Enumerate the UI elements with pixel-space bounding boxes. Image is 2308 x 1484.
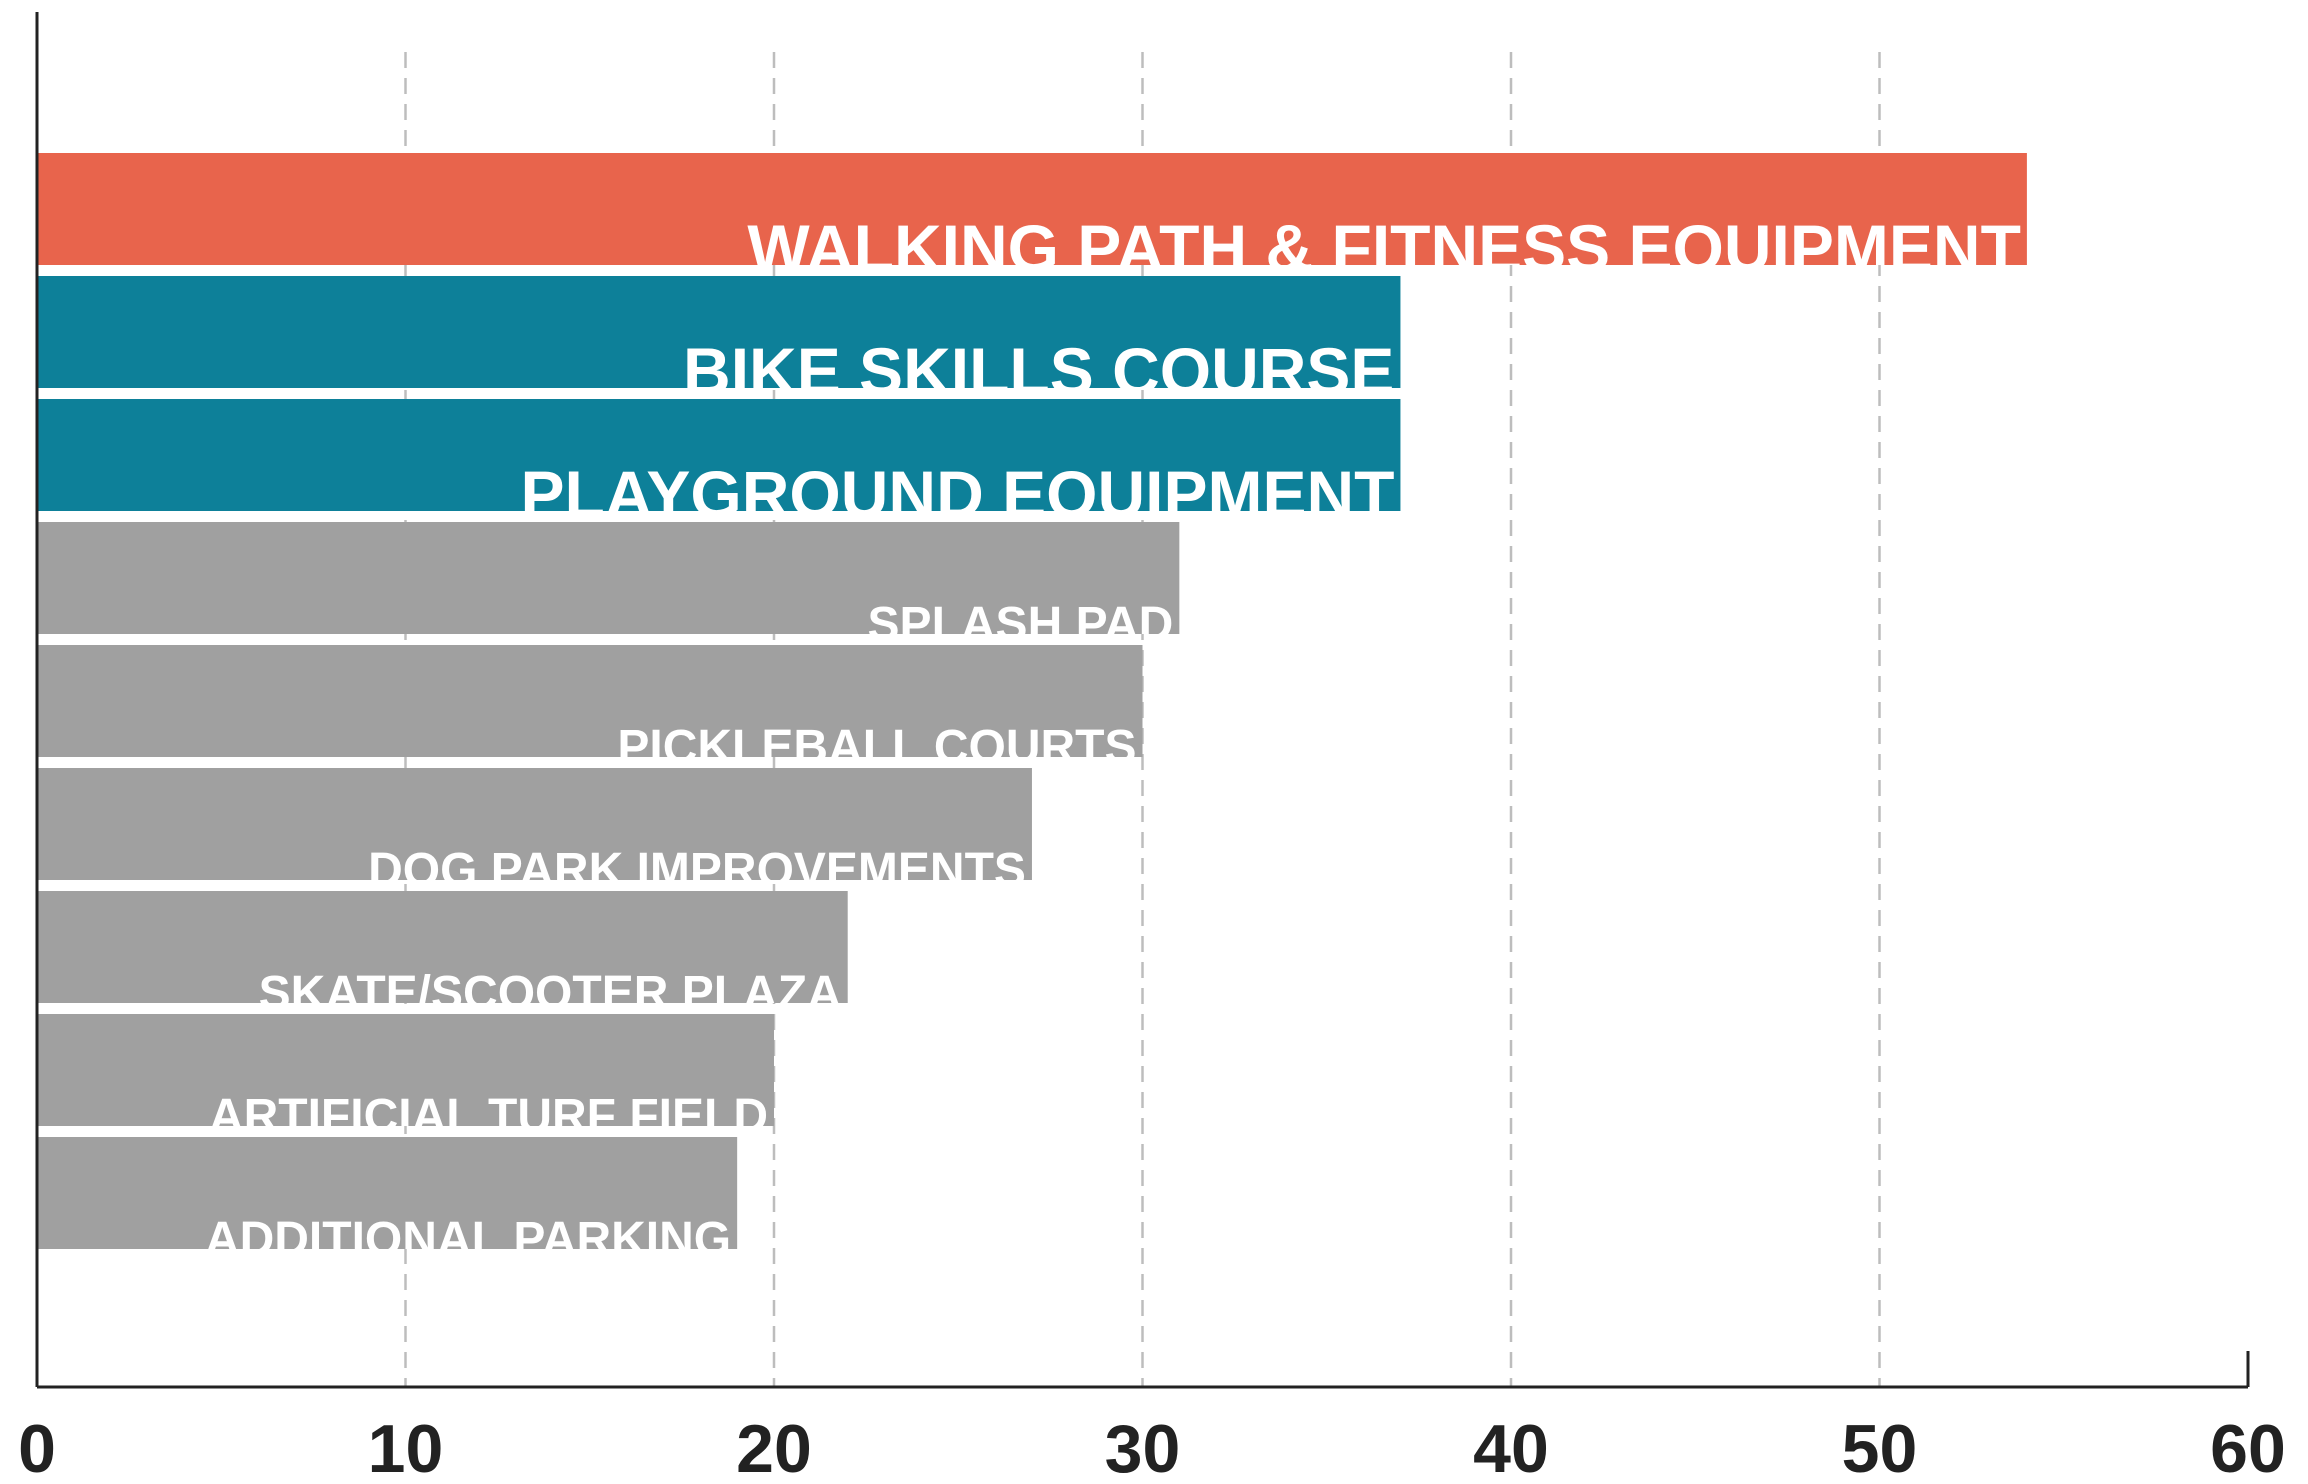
bar	[37, 1014, 774, 1126]
bar-label: ARTIFICIAL TURF FIELD	[209, 1090, 768, 1143]
bar-label: DOG PARK IMPROVEMENTS	[368, 844, 1026, 897]
bar-label: WALKING PATH & FITNESS EQUIPMENT	[747, 211, 2021, 285]
bar	[37, 645, 1143, 757]
bar	[37, 522, 1180, 634]
bar	[37, 1137, 738, 1249]
x-tick-label: 0	[18, 1411, 56, 1484]
bar-label: BIKE SKILLS COURSE	[683, 334, 1394, 408]
x-tick-label: 60	[2210, 1411, 2286, 1484]
bar-label: SPLASH PAD	[868, 598, 1174, 651]
x-tick-label: 40	[1473, 1411, 1549, 1484]
x-tick-label: 20	[736, 1411, 812, 1484]
bar-label: SKATE/SCOOTER PLAZA	[259, 967, 842, 1020]
bar-label: PICKLEBALL COURTS	[617, 721, 1136, 774]
x-tick-label: 30	[1105, 1411, 1181, 1484]
bar-label: ADDITIONAL PARKING	[205, 1213, 731, 1266]
bar	[37, 276, 1401, 388]
x-tick-label: 50	[1842, 1411, 1918, 1484]
bar	[37, 153, 2027, 265]
bar-label: PLAYGROUND EQUIPMENT	[520, 457, 1394, 531]
bar	[37, 399, 1401, 511]
bar	[37, 891, 848, 1003]
x-tick-label: 10	[368, 1411, 444, 1484]
bar	[37, 768, 1032, 880]
